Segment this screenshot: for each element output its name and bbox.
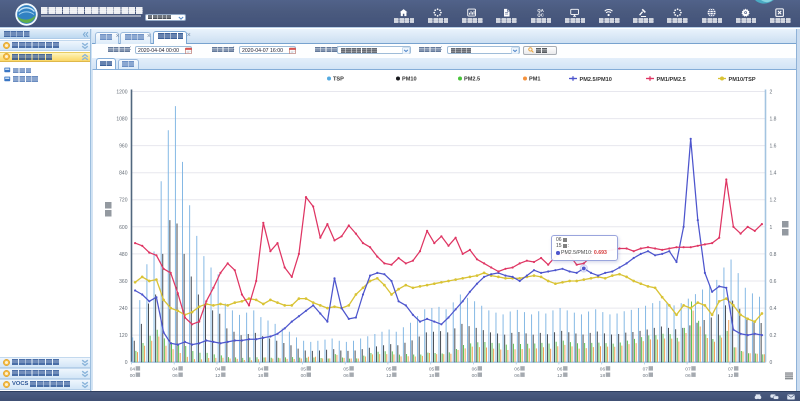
svg-text:0: 0	[770, 360, 773, 366]
svg-text:06: 06	[172, 373, 178, 379]
svg-text:00: 00	[130, 373, 136, 379]
svg-text:18: 18	[258, 373, 264, 379]
svg-text:18: 18	[600, 373, 606, 379]
svg-text:960: 960	[119, 144, 128, 150]
svg-text:07: 07	[643, 367, 649, 373]
svg-text:2: 2	[770, 89, 773, 95]
svg-text:07: 07	[685, 367, 691, 373]
svg-text:06: 06	[514, 367, 520, 373]
svg-text:06: 06	[557, 367, 563, 373]
svg-text:PM10: PM10	[402, 77, 417, 83]
svg-text:12: 12	[386, 373, 392, 379]
svg-text:1200: 1200	[116, 89, 127, 95]
svg-text:840: 840	[119, 171, 128, 177]
svg-text:07: 07	[728, 367, 734, 373]
svg-text:06: 06	[685, 373, 691, 379]
svg-text:06: 06	[343, 373, 349, 379]
svg-text:05: 05	[429, 367, 435, 373]
svg-text:05: 05	[343, 367, 349, 373]
svg-text:PM1/PM2.5: PM1/PM2.5	[657, 77, 686, 83]
svg-text:04: 04	[258, 367, 264, 373]
svg-text:0: 0	[125, 360, 128, 366]
svg-text:1.6: 1.6	[770, 144, 777, 150]
svg-text:12: 12	[728, 373, 734, 379]
svg-text:PM1: PM1	[529, 77, 541, 83]
svg-text:12: 12	[557, 373, 563, 379]
svg-text:18: 18	[429, 373, 435, 379]
svg-text:480: 480	[119, 252, 128, 258]
svg-text:0.4: 0.4	[770, 306, 777, 312]
svg-text:0.2: 0.2	[770, 333, 777, 339]
svg-text:QA: QA	[537, 8, 543, 13]
svg-text:PM2.5: PM2.5	[464, 77, 480, 83]
svg-text:00: 00	[472, 373, 478, 379]
svg-text:240: 240	[119, 306, 128, 312]
svg-text:1080: 1080	[116, 117, 127, 123]
svg-text:PM10/TSP: PM10/TSP	[729, 77, 756, 83]
svg-text:00: 00	[643, 373, 649, 379]
svg-text:600: 600	[119, 225, 128, 231]
svg-text:1.8: 1.8	[770, 117, 777, 123]
svg-text:120: 120	[119, 333, 128, 339]
svg-text:04: 04	[215, 367, 221, 373]
svg-text:720: 720	[119, 198, 128, 204]
svg-text:12: 12	[215, 373, 221, 379]
svg-text:0.6: 0.6	[770, 279, 777, 285]
svg-text:360: 360	[119, 279, 128, 285]
svg-text:05: 05	[301, 367, 307, 373]
svg-text:06: 06	[514, 373, 520, 379]
svg-text:00: 00	[301, 373, 307, 379]
svg-text:TSP: TSP	[333, 77, 344, 83]
svg-text:PM2.5/PM10: PM2.5/PM10	[580, 77, 612, 83]
svg-text:06: 06	[600, 367, 606, 373]
svg-text:1.2: 1.2	[770, 198, 777, 204]
svg-text:1: 1	[770, 225, 773, 231]
svg-text:06: 06	[472, 367, 478, 373]
svg-text:0.8: 0.8	[770, 252, 777, 258]
svg-text:04: 04	[172, 367, 178, 373]
svg-text:1.4: 1.4	[770, 171, 777, 177]
svg-text:05: 05	[386, 367, 392, 373]
svg-text:04: 04	[130, 367, 136, 373]
svg-text:QC: QC	[537, 12, 543, 17]
